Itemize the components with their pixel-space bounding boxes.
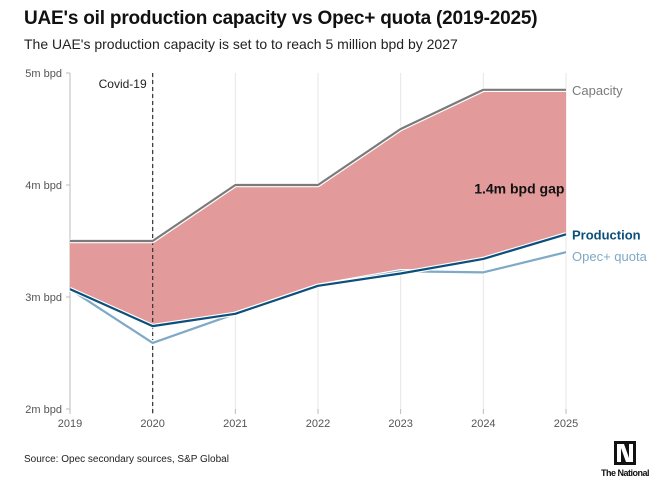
source-note: Source: Opec secondary sources, S&P Glob… [24, 454, 229, 465]
covid-label: Covid-19 [99, 77, 147, 91]
x-tick-label: 2020 [140, 418, 164, 430]
series-label: Production [572, 227, 641, 242]
gap-area [70, 89, 566, 327]
series-label: Opec+ quota [572, 249, 648, 264]
gap-label: 1.4m bpd gap [474, 180, 564, 196]
chart-area: 2m bpd 3m bpd 4m bpd 5m bpd 2019 2020 2021 2022… [25, 68, 648, 430]
svg-text:The National: The National [601, 468, 649, 478]
y-tick-label: 4m bpd [25, 180, 62, 192]
x-tick-label: 2022 [306, 418, 330, 430]
x-tick-label: 2025 [554, 418, 578, 430]
x-tick-label: 2019 [58, 418, 82, 430]
chart-title: UAE's oil production capacity vs Opec+ q… [24, 8, 538, 29]
the-national-logo: The National [601, 441, 650, 478]
y-tick-label: 2m bpd [25, 404, 62, 416]
y-tick-label: 5m bpd [25, 68, 62, 80]
x-tick-label: 2024 [471, 418, 495, 430]
series-label: Capacity [572, 83, 623, 98]
x-tick-label: 2021 [223, 418, 247, 430]
y-tick-label: 3m bpd [25, 292, 62, 304]
x-tick-label: 2023 [388, 418, 412, 430]
chart-subtitle: The UAE's production capacity is set to … [24, 36, 458, 52]
